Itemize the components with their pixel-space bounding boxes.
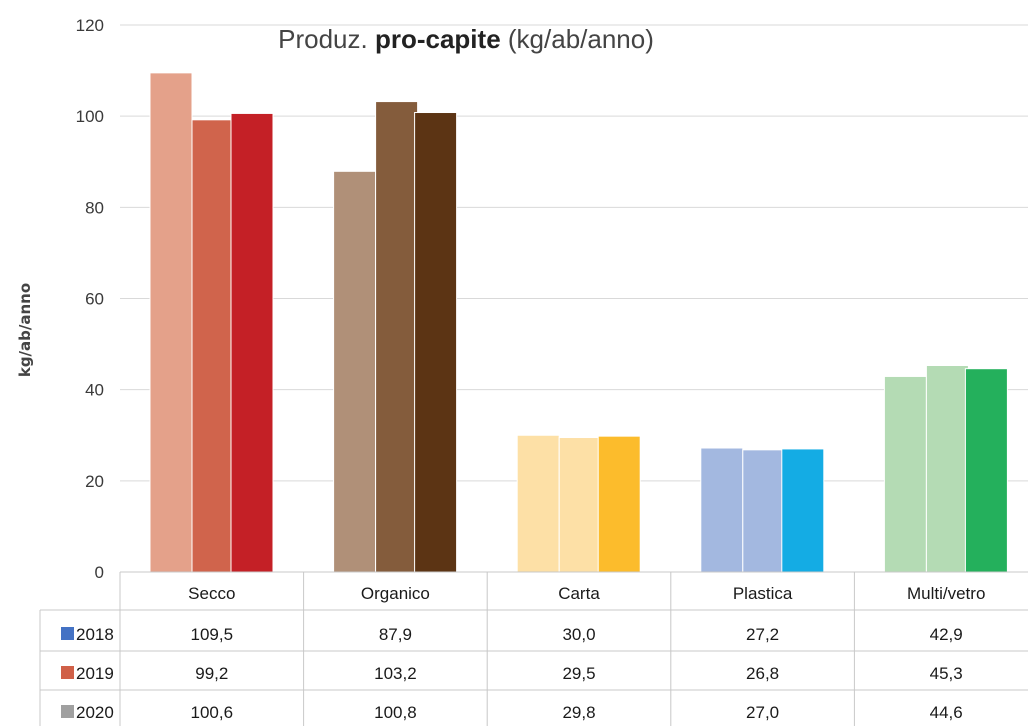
data-label: 29,8 xyxy=(562,703,595,722)
bar-multi-vetro-2018 xyxy=(883,375,927,573)
bar-carta-2018 xyxy=(516,434,560,573)
bar-organico-2019 xyxy=(375,101,419,573)
bar-carta-2020 xyxy=(597,435,641,573)
y-tick-label: 100 xyxy=(76,107,104,126)
bar-plastica-2018 xyxy=(700,447,744,573)
bar-plastica-2019 xyxy=(742,449,786,573)
data-label: 44,6 xyxy=(930,703,963,722)
data-label: 109,5 xyxy=(191,625,234,644)
bar-organico-2018 xyxy=(333,170,377,573)
data-label: 29,5 xyxy=(562,664,595,683)
bar-secco-2018 xyxy=(149,72,193,573)
bar-plastica-2020 xyxy=(781,448,825,573)
y-axis-label: kg/ab/anno xyxy=(16,283,34,377)
data-label: 100,8 xyxy=(374,703,417,722)
y-tick-label: 40 xyxy=(85,381,104,400)
bar-multi-vetro-2020 xyxy=(964,368,1008,573)
y-tick-label: 80 xyxy=(85,198,104,217)
data-label: 27,2 xyxy=(746,625,779,644)
legend-swatch-2018 xyxy=(61,627,74,640)
data-label: 30,0 xyxy=(562,625,595,644)
data-label: 45,3 xyxy=(930,664,963,683)
legend-swatch-2019 xyxy=(61,666,74,679)
bar-carta-2019 xyxy=(558,437,602,573)
y-tick-label: 120 xyxy=(76,16,104,35)
chart-title: Produz. pro-capite (kg/ab/anno) xyxy=(278,24,654,54)
legend-label: 2018 xyxy=(76,625,114,644)
bar-organico-2020 xyxy=(414,112,458,573)
x-tick-label: Secco xyxy=(188,584,235,603)
bars xyxy=(149,72,1008,573)
x-tick-label: Organico xyxy=(361,584,430,603)
legend-label: 2020 xyxy=(76,703,114,722)
x-tick-label: Multi/vetro xyxy=(907,584,985,603)
y-axis-ticks: 0 20 40 60 80 100 120 xyxy=(76,16,104,582)
x-tick-label: Carta xyxy=(558,584,600,603)
y-tick-label: 60 xyxy=(85,290,104,309)
data-label: 99,2 xyxy=(195,664,228,683)
legend-label: 2019 xyxy=(76,664,114,683)
data-label: 87,9 xyxy=(379,625,412,644)
data-label: 100,6 xyxy=(191,703,234,722)
legend-swatch-2020 xyxy=(61,705,74,718)
data-table: Secco Organico Carta Plastica Multi/vetro 201… xyxy=(39,571,1028,726)
y-tick-label: 0 xyxy=(95,563,104,582)
data-label: 27,0 xyxy=(746,703,779,722)
y-tick-label: 20 xyxy=(85,472,104,491)
x-tick-label: Plastica xyxy=(733,584,793,603)
data-label: 26,8 xyxy=(746,664,779,683)
data-label: 42,9 xyxy=(930,625,963,644)
bar-multi-vetro-2019 xyxy=(925,365,969,573)
bar-secco-2019 xyxy=(191,119,235,573)
data-label: 103,2 xyxy=(374,664,417,683)
bar-secco-2020 xyxy=(230,112,274,573)
